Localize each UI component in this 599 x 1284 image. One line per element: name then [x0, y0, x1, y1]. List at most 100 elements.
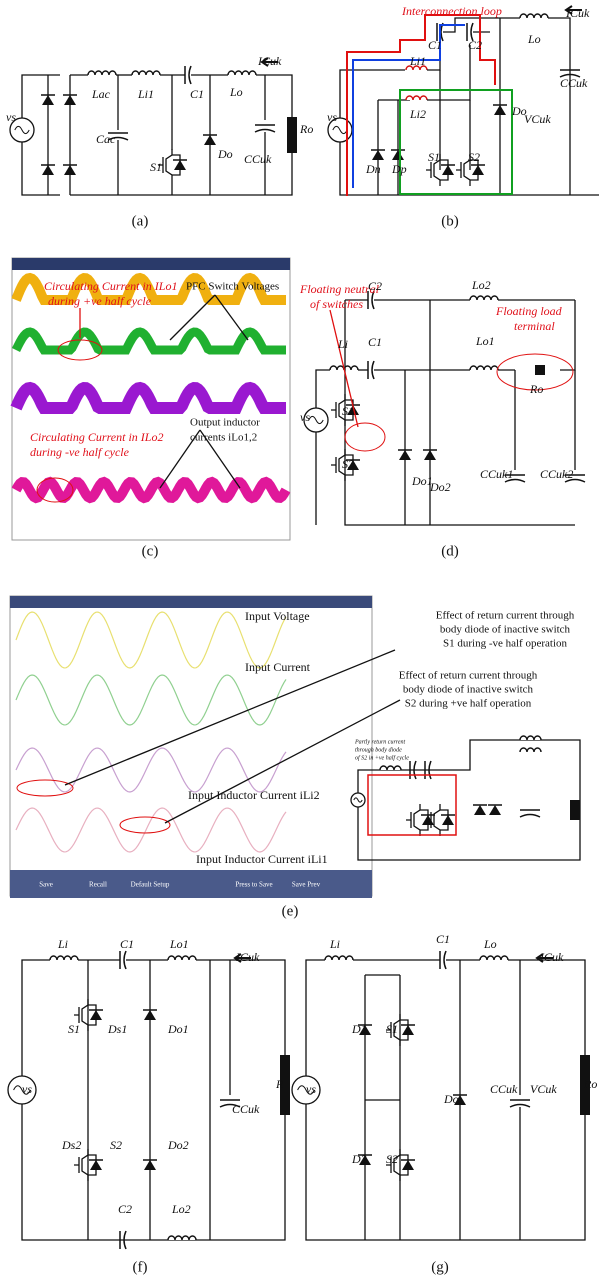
label: PFC Switch Voltages	[186, 281, 279, 293]
label: C1	[120, 937, 134, 951]
resistor	[570, 800, 580, 820]
capacitor	[189, 66, 191, 84]
label: D1	[351, 1022, 367, 1036]
label: Floating load	[495, 304, 563, 318]
label: S1	[68, 1022, 80, 1036]
switch	[74, 1149, 88, 1181]
label: S1 during -ve half operation	[443, 638, 568, 650]
label: Dn	[365, 162, 381, 176]
diode	[424, 450, 436, 460]
label: vs	[327, 110, 337, 124]
capacitor	[510, 1105, 530, 1108]
button-label: Default Setup	[131, 881, 170, 889]
switch	[426, 804, 440, 836]
label: Do1	[167, 1022, 189, 1036]
wire	[22, 75, 60, 118]
label: vs	[6, 110, 16, 124]
inductor	[470, 296, 498, 300]
capacitor	[520, 815, 540, 818]
diode	[489, 805, 501, 815]
label: of S2 in +ve half cycle	[355, 754, 409, 761]
label: S1	[386, 1022, 398, 1036]
label: CCuk	[232, 1102, 260, 1116]
label: Lo	[527, 32, 541, 46]
inductor	[480, 956, 508, 960]
label: Li1	[137, 87, 154, 101]
capacitor	[124, 951, 126, 969]
diode	[144, 1160, 156, 1170]
button-label: Save Prev	[292, 881, 321, 889]
label: CCuk	[244, 152, 272, 166]
inductor	[228, 71, 256, 75]
label: C2	[468, 38, 482, 52]
inductor	[132, 71, 160, 75]
figure: vs Lac Li1 C1 Lo ICuk Cac S1 Do CCuk Ro …	[0, 0, 599, 1284]
caption: (g)	[431, 1259, 449, 1275]
label: Circulating Current in ILo2	[30, 430, 163, 444]
label: through body diode	[355, 747, 402, 753]
label: CCuk	[560, 76, 588, 90]
label: vs	[300, 410, 310, 424]
label: R	[275, 1077, 284, 1091]
button-label: Recall	[89, 881, 107, 889]
label: Li	[329, 937, 340, 951]
label: currents iLo1,2	[190, 432, 257, 444]
label: vs	[306, 1082, 316, 1096]
diode	[64, 165, 76, 175]
caption: (a)	[132, 213, 149, 229]
capacitor	[255, 130, 275, 133]
label: CCuk2	[540, 467, 573, 481]
label: body diode of inactive switch	[440, 624, 571, 636]
diode	[399, 450, 411, 460]
label: Li	[337, 337, 348, 351]
capacitor	[372, 361, 374, 379]
inductor	[520, 14, 548, 18]
label: S2	[342, 457, 354, 471]
label: Lo2	[171, 1202, 191, 1216]
label: body diode of inactive switch	[403, 684, 534, 696]
label: S1	[342, 404, 354, 418]
label: Effect of return current through	[436, 610, 575, 622]
label: S2	[110, 1138, 122, 1152]
wire	[22, 142, 60, 195]
label: ICuk	[235, 950, 260, 964]
label: ICuk	[565, 6, 590, 20]
label: CCuk1	[480, 467, 513, 481]
label: Do2	[429, 480, 451, 494]
label: during -ve half cycle	[30, 445, 130, 459]
label: during +ve half cycle	[48, 294, 152, 308]
label: C1	[436, 932, 450, 946]
label: Circulating Current in ILo1	[44, 279, 177, 293]
label: Input Inductor Current iLi1	[196, 852, 328, 866]
inductor	[325, 956, 353, 960]
wire	[427, 45, 470, 100]
caption: (b)	[441, 213, 459, 229]
caption: (c)	[142, 543, 159, 559]
label: Partly return current	[354, 739, 406, 745]
wire	[22, 960, 50, 1076]
label: Lo2	[471, 278, 491, 292]
label: Interconnection loop	[401, 4, 502, 18]
inductor	[168, 1236, 196, 1240]
caption: (d)	[441, 543, 459, 559]
highlight	[345, 423, 385, 451]
label: S2	[386, 1152, 398, 1166]
label: Dp	[391, 162, 407, 176]
scope-bar	[10, 596, 372, 608]
label: VCuk	[530, 1082, 557, 1096]
inductor	[470, 366, 498, 370]
inductor	[88, 71, 116, 75]
inductor	[50, 956, 78, 960]
label: Do	[217, 147, 233, 161]
label: S2 during +ve half operation	[405, 698, 532, 710]
inductor	[380, 766, 401, 770]
label: C1	[190, 87, 204, 101]
label: Li1	[409, 54, 426, 68]
caption: (f)	[133, 1259, 148, 1275]
diode	[64, 95, 76, 105]
diode	[474, 805, 486, 815]
label: Effect of return current through	[399, 670, 538, 682]
label: Do2	[167, 1138, 189, 1152]
label: Ro	[583, 1077, 597, 1091]
label: C1	[368, 335, 382, 349]
